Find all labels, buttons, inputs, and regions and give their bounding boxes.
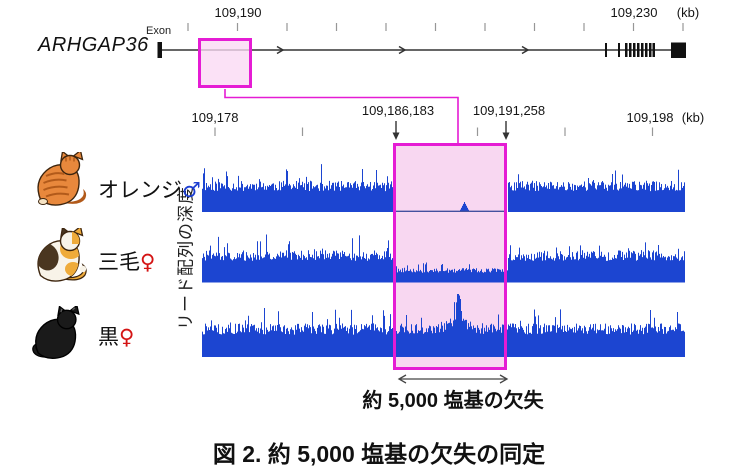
exon-bar <box>625 43 628 57</box>
sample-label-black: 黒♀ <box>98 321 134 351</box>
coverage-track-calico <box>202 234 685 283</box>
exon-bar <box>649 43 652 57</box>
gene-axis-ticks <box>187 23 684 31</box>
exon-label: Exon <box>146 25 172 37</box>
cat-ear <box>72 228 84 237</box>
deletion-span-arrow <box>397 374 509 384</box>
sample-name: オレンジ <box>98 179 182 202</box>
transcription-arrowheads <box>276 45 530 55</box>
exon-bar <box>618 43 620 57</box>
exon-1-bar <box>157 42 162 58</box>
breakpoint-arrow-right <box>502 121 510 140</box>
sample-name: 黒 <box>98 326 119 349</box>
zoom-axis-unit: (kb) <box>681 110 705 125</box>
orange-tabby-cat-icon <box>37 152 87 206</box>
gene-axis-label-109230: 109,230 <box>610 5 658 20</box>
y-axis-label: リード配列の深度 <box>176 186 196 330</box>
tabby-stripes <box>43 156 75 198</box>
gene-axis-unit: (kb) <box>676 5 700 20</box>
sample-label-orange: オレンジ♂ <box>98 174 201 204</box>
deletion-highlight-border <box>393 143 507 370</box>
calico-head-patch <box>72 231 80 244</box>
breakpoint-left-label: 109,186,183 <box>361 103 435 118</box>
cat-paw <box>38 198 48 205</box>
exon-cluster <box>605 43 655 57</box>
coverage-area <box>202 234 685 283</box>
black-cat-icon <box>32 306 80 360</box>
coverage-track-orange <box>202 164 685 212</box>
exon-bar <box>637 43 640 57</box>
coverage-area <box>202 294 685 357</box>
figure-caption: 図 2. 約 5,000 塩基の欠失の同定 <box>212 441 546 467</box>
zoom-axis-label-109178: 109,178 <box>191 110 239 125</box>
cat-tail <box>64 189 87 204</box>
gene-highlight-box <box>198 38 252 88</box>
deletion-size-annotation: 約 5,000 塩基の欠失 <box>362 390 544 412</box>
coverage-track-black <box>202 294 685 357</box>
tail-tip <box>79 265 87 273</box>
last-exon-box <box>671 42 686 58</box>
cat-ear <box>68 306 80 316</box>
gene-axis-label-109190: 109,190 <box>214 5 262 20</box>
breakpoint-right-label: 109,191,258 <box>472 103 546 118</box>
breakpoint-arrow-left <box>392 121 400 140</box>
ear-highlights <box>60 307 76 313</box>
exon-bar <box>641 43 644 57</box>
zoom-axis-label-109198: 109,198 <box>626 110 674 125</box>
cat-ear <box>72 152 84 161</box>
sample-name: 三毛 <box>98 251 140 274</box>
cat-tail <box>63 263 87 281</box>
sample-label-calico: 三毛♀ <box>98 246 155 276</box>
exon-bar <box>629 43 632 57</box>
coverage-area <box>202 164 685 212</box>
cat-head <box>56 309 77 330</box>
female-symbol: ♀ <box>140 250 156 274</box>
exon-bar <box>605 43 607 57</box>
exon-bar <box>652 43 655 57</box>
calico-cat-icon <box>37 228 87 282</box>
gene-name: ARHGAP36 <box>38 34 149 56</box>
exon-bar <box>633 43 636 57</box>
zoom-axis-ticks <box>214 127 654 136</box>
male-symbol: ♂ <box>182 178 201 202</box>
exon-bar <box>645 43 648 57</box>
female-symbol: ♀ <box>119 325 135 349</box>
